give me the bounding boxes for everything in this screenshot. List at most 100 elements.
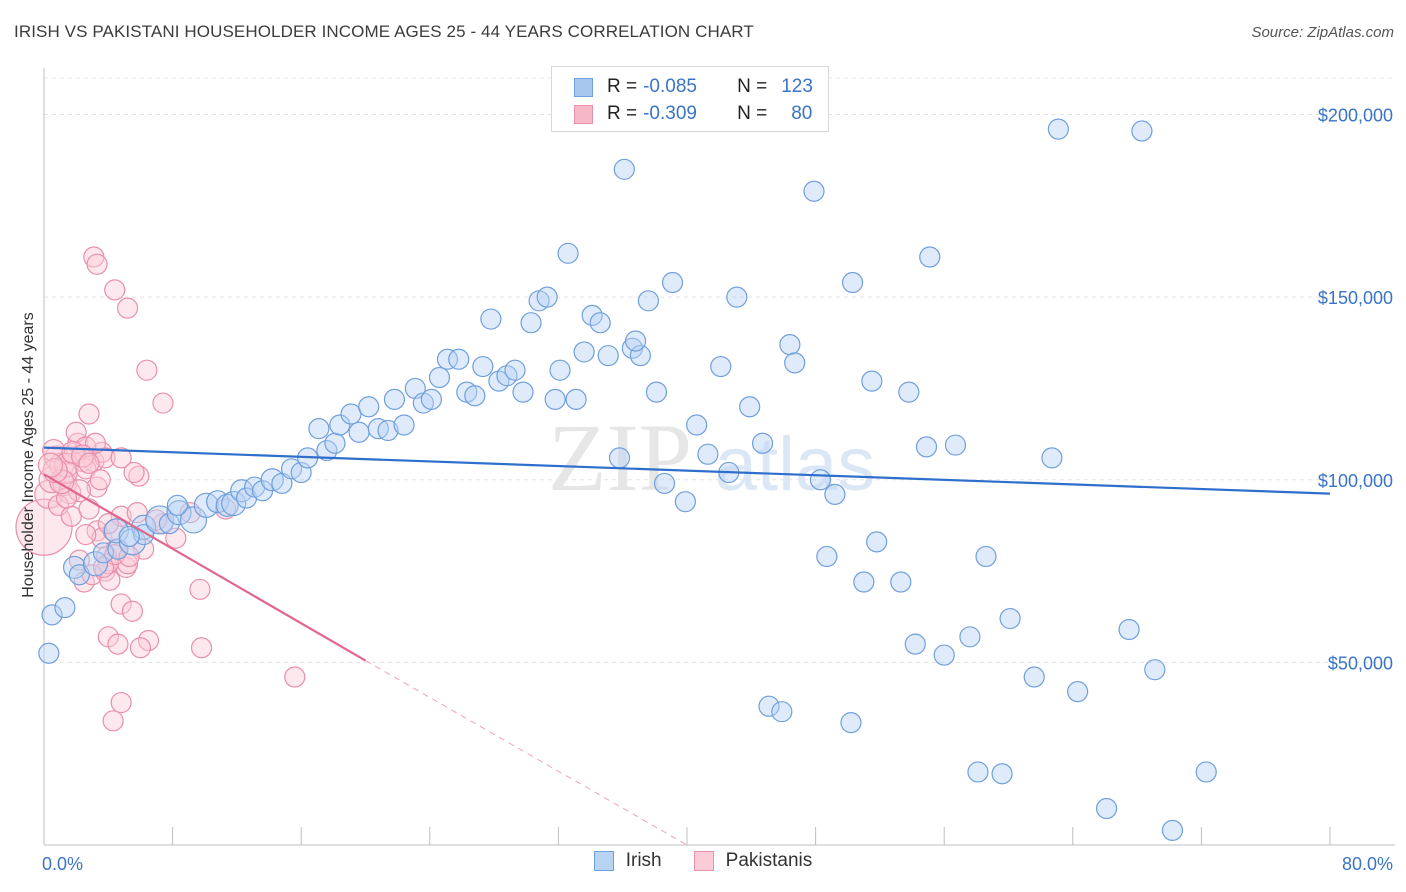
irish-point <box>933 644 955 666</box>
irish-point <box>771 701 793 723</box>
irish-point <box>809 469 832 491</box>
irish-point <box>758 695 780 717</box>
irish-point <box>739 396 761 418</box>
irish-point <box>710 355 732 378</box>
irish-point <box>103 518 129 544</box>
irish-point <box>784 352 806 374</box>
pakistanis-swatch <box>574 104 593 124</box>
irish-point <box>536 286 558 308</box>
irish-point <box>898 381 920 403</box>
irish-point <box>613 158 635 180</box>
pakistanis-trend-extension <box>365 660 688 846</box>
pakistanis-point <box>129 637 152 659</box>
irish-point <box>1095 797 1118 820</box>
watermark-atlas: atlas <box>715 422 876 507</box>
irish-point <box>544 388 566 411</box>
irish-point <box>1047 118 1069 140</box>
irish-point <box>348 421 370 443</box>
r-label: R = <box>607 103 638 124</box>
legend: Irish Pakistanis <box>0 850 1406 872</box>
irish-point <box>1067 680 1089 703</box>
r-label: R = <box>607 76 638 97</box>
irish-point <box>999 607 1021 630</box>
legend-item-irish[interactable]: Irish <box>593 850 662 872</box>
pakistanis-point <box>123 461 145 484</box>
pakistanis-point <box>78 403 100 425</box>
irish-point <box>581 304 603 327</box>
pakistanis-point <box>92 556 115 579</box>
r-value: -0.085 <box>643 76 697 97</box>
irish-point <box>915 436 938 458</box>
legend-label: Irish <box>625 850 662 871</box>
irish-point <box>54 596 76 619</box>
irish-point <box>1041 447 1063 469</box>
irish-point <box>179 506 208 534</box>
pakistanis-point <box>137 629 160 652</box>
irish-point <box>751 432 774 454</box>
irish-point <box>557 242 579 264</box>
y-tick-label: $100,000 <box>1318 471 1393 491</box>
y-axis-label: Householder Income Ages 25 - 44 years <box>20 312 37 598</box>
irish-point <box>41 604 63 626</box>
irish-point <box>377 419 399 442</box>
n-value: 80 <box>791 103 813 124</box>
y-tick-label: $50,000 <box>1328 653 1393 673</box>
irish-point <box>166 500 192 526</box>
irish-point <box>890 571 912 593</box>
pakistanis-trend-line <box>43 473 367 662</box>
y-tick-label: $200,000 <box>1318 106 1393 126</box>
irish-point <box>464 385 486 407</box>
pakistanis-point <box>61 440 85 464</box>
irish-point <box>324 432 346 454</box>
irish-point <box>726 286 748 308</box>
stats-row-irish: R = -0.085 N = 123 <box>552 73 813 101</box>
irish-point <box>316 439 338 462</box>
irish-point <box>166 494 189 516</box>
irish-point <box>38 642 60 664</box>
pakistanis-point <box>86 253 108 275</box>
irish-point <box>853 571 875 593</box>
pakistanis-point <box>99 569 121 591</box>
irish-point <box>624 330 647 352</box>
irish-point <box>637 290 660 312</box>
irish-point <box>549 359 571 381</box>
legend-item-pakistanis[interactable]: Pakistanis <box>693 850 812 872</box>
irish-point <box>686 414 708 436</box>
irish-point <box>959 626 981 648</box>
irish-point <box>82 551 109 577</box>
chart-title: IRISH VS PAKISTANI HOUSEHOLDER INCOME AG… <box>14 22 754 41</box>
irish-point <box>816 545 838 568</box>
irish-point <box>448 348 470 370</box>
pakistanis-point <box>107 633 129 655</box>
irish-point <box>308 418 330 440</box>
n-label: N = <box>737 76 768 97</box>
source-label: Source: ZipAtlas.com <box>1251 24 1394 41</box>
pakistanis-point <box>75 523 97 546</box>
irish-point <box>919 246 941 268</box>
irish-point <box>1195 761 1217 783</box>
pakistanis-point <box>189 578 211 600</box>
n-value: 123 <box>781 76 813 97</box>
pakistanis-point <box>68 549 90 571</box>
pakistanis-point <box>152 392 174 414</box>
pakistanis-point <box>110 691 132 714</box>
irish-point <box>975 545 997 568</box>
irish-point <box>271 472 293 495</box>
irish-points <box>38 118 1217 841</box>
irish-point <box>661 271 684 294</box>
pakistanis-point <box>37 452 64 478</box>
pakistanis-point <box>190 637 213 659</box>
irish-point <box>428 366 451 389</box>
irish-point <box>329 414 351 436</box>
irish-point <box>861 370 883 392</box>
irish-point <box>653 472 676 495</box>
irish-point <box>597 344 619 367</box>
irish-point <box>840 712 862 734</box>
irish-point <box>1144 659 1166 681</box>
irish-point <box>358 396 380 418</box>
irish-point <box>573 341 595 363</box>
trend-lines <box>43 446 1331 846</box>
irish-point <box>803 180 825 202</box>
y-tick-labels: $50,000 $100,000 $150,000 $200,000 <box>1318 106 1393 674</box>
